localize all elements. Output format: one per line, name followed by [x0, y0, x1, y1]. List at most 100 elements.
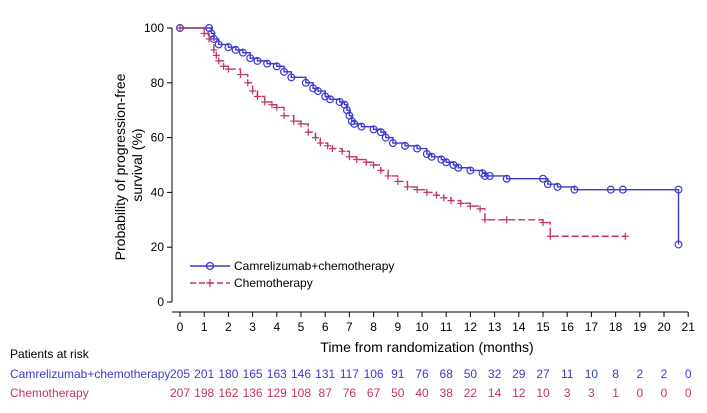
y-axis-label: Probability of progression-free survival… [112, 70, 145, 261]
risk-value: 27 [536, 367, 550, 381]
risk-value: 0 [685, 386, 692, 400]
x-tick-label: 12 [464, 320, 478, 334]
risk-value: 0 [685, 367, 692, 381]
risk-value: 11 [561, 367, 574, 381]
x-tick-label: 9 [394, 320, 401, 334]
censor-mark [297, 120, 305, 128]
risk-table-title: Patients at risk [10, 347, 90, 361]
censor-mark [480, 171, 489, 180]
censor-mark [316, 139, 324, 147]
risk-value: 129 [267, 386, 287, 400]
censor-mark [674, 240, 683, 249]
risk-row-label-chemotherapy: Chemotherapy [10, 386, 89, 400]
x-tick-label: 7 [346, 320, 353, 334]
censor-mark [370, 161, 378, 169]
risk-value: 3 [564, 386, 571, 400]
risk-value: 180 [218, 367, 238, 381]
censor-mark [350, 119, 359, 128]
x-tick-label: 3 [249, 320, 256, 334]
y-axis-label-line-1: Probability of progression-free [112, 73, 128, 260]
curves [176, 24, 683, 249]
censor-mark [214, 40, 223, 49]
risk-value: 87 [319, 386, 333, 400]
censor-mark [357, 122, 366, 131]
x-tick-label: 19 [633, 320, 647, 334]
risk-value: 163 [267, 367, 287, 381]
risk-value: 1 [612, 386, 619, 400]
x-tick-label: 16 [561, 320, 575, 334]
risk-value: 207 [170, 386, 190, 400]
censor-mark [403, 183, 411, 191]
y-axis-label-line-2: survival (%) [129, 128, 145, 201]
x-tick-label: 20 [657, 320, 671, 334]
censor-mark [546, 232, 554, 240]
censor-mark [345, 153, 353, 161]
risk-value: 2 [636, 367, 643, 381]
censor-mark [353, 156, 361, 164]
censor-mark [447, 197, 455, 205]
censor-mark [301, 78, 310, 87]
risk-value: 0 [636, 386, 643, 400]
censor-mark [433, 191, 441, 199]
y-tick-label: 100 [144, 21, 164, 35]
censor-mark [326, 95, 335, 104]
censor-mark [237, 71, 244, 79]
censor-mark [618, 185, 627, 194]
censor-mark [485, 171, 494, 180]
legend-marker-chemotherapy [206, 279, 214, 287]
x-tick-label: 2 [225, 320, 232, 334]
x-axis-label: Time from randomization (months) [320, 339, 533, 355]
x-tick-label: 14 [512, 320, 526, 334]
censor-mark [427, 152, 436, 161]
censor-mark [476, 205, 484, 213]
censor-mark [442, 158, 451, 167]
censor-mark [212, 51, 220, 59]
censor-mark [457, 199, 465, 207]
censor-mark [377, 166, 385, 174]
censor-mark [273, 103, 281, 111]
censor-mark [606, 185, 615, 194]
censor-mark [231, 45, 240, 54]
censor-mark [176, 24, 184, 32]
censor-mark [224, 65, 232, 73]
censor-mark [502, 174, 511, 183]
censor-mark [376, 128, 385, 137]
x-tick-label: 5 [298, 320, 305, 334]
risk-value: 40 [415, 386, 429, 400]
censor-mark [280, 67, 289, 76]
risk-values: 205 201 180 165 163 146 131 117 106 91 76 68 50 32 29 2… [170, 367, 692, 400]
risk-value: 14 [488, 386, 502, 400]
censor-mark [394, 177, 402, 185]
censor-mark [466, 202, 474, 210]
y-tick-label: 40 [151, 185, 165, 199]
x-tick-label: 11 [440, 320, 453, 334]
risk-value: 201 [194, 367, 214, 381]
risk-value: 198 [194, 386, 214, 400]
legend: Camrelizumab+chemotherapy Chemotherapy [190, 259, 394, 290]
censor-mark [388, 139, 397, 148]
censor-mark [369, 125, 378, 134]
censor-mark [413, 144, 422, 153]
censor-mark [268, 101, 276, 109]
y-tick-label: 60 [151, 131, 165, 145]
censor-mark [413, 186, 421, 194]
censor-mark [290, 117, 298, 125]
censor-mark [205, 35, 213, 43]
risk-value: 0 [661, 386, 668, 400]
y-tick-label: 0 [157, 295, 164, 309]
risk-value: 12 [512, 386, 526, 400]
censor-mark [384, 172, 392, 180]
x-tick-label: 1 [201, 320, 208, 334]
legend-label-chemotherapy: Chemotherapy [234, 276, 313, 290]
censor-mark [481, 216, 489, 224]
x-tick-label: 15 [536, 320, 550, 334]
risk-value: 67 [367, 386, 381, 400]
censor-mark [381, 133, 390, 142]
censor-mark [454, 163, 463, 172]
risk-value: 8 [612, 367, 619, 381]
censor-mark [324, 142, 332, 150]
risk-value: 32 [488, 367, 502, 381]
risk-row-label-camrelizumab: Camrelizumab+chemotherapy [10, 367, 170, 381]
